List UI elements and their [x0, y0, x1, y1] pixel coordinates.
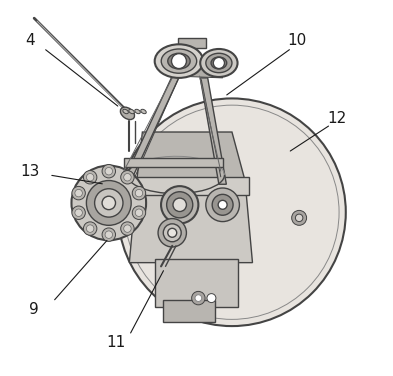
Circle shape	[102, 164, 116, 178]
Circle shape	[86, 174, 94, 181]
Text: 4: 4	[26, 33, 35, 48]
Circle shape	[121, 222, 134, 235]
Ellipse shape	[135, 109, 140, 114]
Ellipse shape	[141, 109, 146, 114]
Circle shape	[118, 99, 346, 326]
Circle shape	[75, 209, 83, 217]
Circle shape	[135, 190, 143, 197]
Bar	[129, 177, 249, 196]
Text: 12: 12	[327, 111, 346, 126]
Text: 10: 10	[288, 33, 307, 48]
Text: 9: 9	[29, 302, 39, 317]
Circle shape	[212, 194, 233, 215]
Ellipse shape	[168, 53, 190, 69]
Circle shape	[124, 225, 131, 232]
Circle shape	[207, 294, 216, 303]
Ellipse shape	[200, 49, 237, 77]
Circle shape	[195, 295, 202, 302]
Circle shape	[167, 192, 193, 218]
Circle shape	[171, 54, 186, 68]
Ellipse shape	[155, 44, 203, 78]
Circle shape	[83, 222, 97, 235]
Circle shape	[158, 218, 186, 247]
Circle shape	[168, 228, 177, 237]
Circle shape	[83, 171, 97, 184]
Circle shape	[161, 186, 198, 223]
Bar	[124, 158, 222, 167]
Ellipse shape	[123, 109, 129, 114]
Polygon shape	[122, 76, 180, 184]
Circle shape	[173, 198, 186, 212]
Circle shape	[102, 228, 116, 241]
Text: 13: 13	[21, 164, 40, 179]
Circle shape	[72, 165, 146, 240]
Circle shape	[213, 58, 224, 68]
Circle shape	[292, 211, 307, 225]
Circle shape	[124, 174, 131, 181]
Circle shape	[132, 186, 146, 200]
Ellipse shape	[129, 109, 134, 114]
Circle shape	[206, 188, 239, 221]
Ellipse shape	[161, 49, 196, 73]
Circle shape	[218, 200, 227, 209]
Ellipse shape	[120, 107, 134, 120]
Circle shape	[192, 291, 205, 305]
Circle shape	[72, 186, 85, 200]
Circle shape	[105, 167, 112, 175]
Polygon shape	[175, 58, 222, 78]
Circle shape	[163, 224, 181, 242]
Circle shape	[86, 180, 131, 225]
Polygon shape	[200, 78, 226, 184]
Circle shape	[132, 206, 146, 220]
Circle shape	[75, 190, 83, 197]
Circle shape	[105, 231, 112, 238]
Polygon shape	[129, 180, 252, 263]
Ellipse shape	[206, 53, 232, 73]
Circle shape	[86, 225, 94, 232]
Bar	[178, 38, 206, 48]
Circle shape	[121, 171, 134, 184]
Bar	[163, 300, 215, 322]
Circle shape	[296, 214, 303, 221]
Circle shape	[102, 196, 116, 210]
Circle shape	[135, 209, 143, 217]
Circle shape	[72, 206, 85, 220]
Ellipse shape	[211, 57, 227, 69]
Bar	[156, 259, 237, 308]
Circle shape	[95, 189, 123, 217]
Text: 11: 11	[107, 335, 126, 350]
Polygon shape	[137, 132, 245, 180]
